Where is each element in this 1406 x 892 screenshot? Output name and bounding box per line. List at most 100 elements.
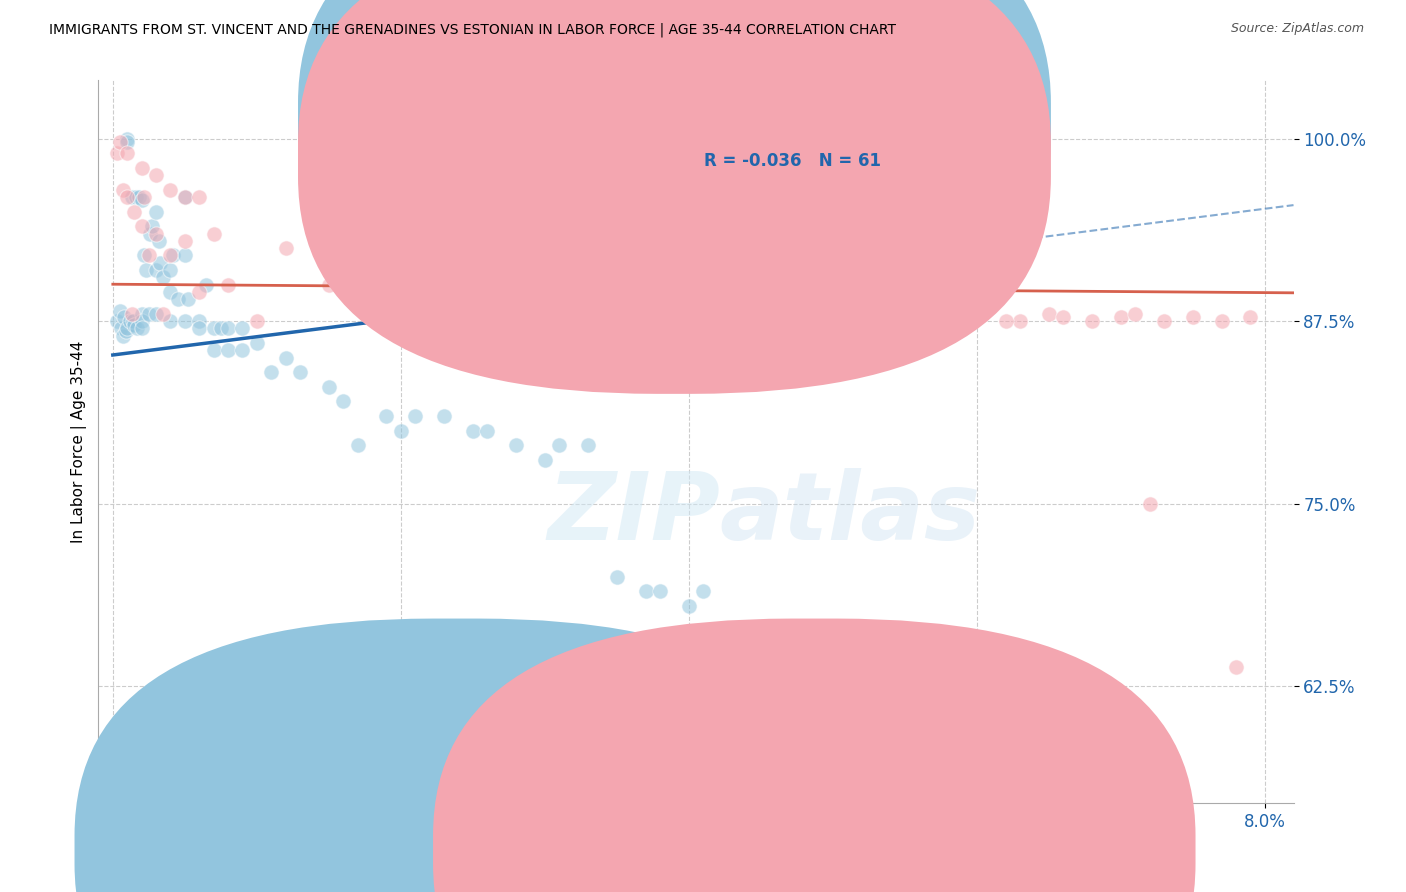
Point: [433, 409, 456, 423]
Point: [128, 190, 150, 204]
Point: [122, 314, 145, 328]
Point: [112, 310, 135, 324]
Point: [124, 204, 146, 219]
Point: [149, 256, 172, 270]
Point: [131, 219, 153, 234]
Point: [173, 190, 195, 204]
Point: [108, 304, 131, 318]
Point: [318, 277, 340, 292]
Point: [851, 314, 873, 328]
Point: [477, 424, 499, 438]
Point: [620, 314, 643, 328]
Point: [159, 183, 181, 197]
Point: [1038, 307, 1060, 321]
Point: [936, 307, 959, 321]
Point: [678, 321, 700, 335]
Point: [749, 310, 772, 324]
Point: [389, 307, 412, 321]
Point: [1081, 314, 1104, 328]
Point: [461, 424, 484, 438]
Point: [202, 343, 225, 358]
Text: Source: ZipAtlas.com: Source: ZipAtlas.com: [1230, 22, 1364, 36]
Point: [188, 321, 211, 335]
Point: [1211, 314, 1233, 328]
Point: [202, 321, 225, 335]
Point: [159, 248, 181, 262]
Point: [274, 241, 297, 255]
Text: Estonians: Estonians: [845, 842, 920, 857]
Point: [105, 146, 128, 161]
Point: [176, 292, 198, 306]
Point: [115, 190, 138, 204]
Point: [135, 263, 157, 277]
Point: [505, 438, 527, 452]
Point: [966, 310, 988, 324]
Point: [110, 321, 132, 335]
Point: [332, 394, 354, 409]
Point: [1239, 310, 1261, 324]
FancyBboxPatch shape: [630, 91, 988, 189]
FancyBboxPatch shape: [433, 618, 1195, 892]
Point: [131, 193, 153, 207]
Point: [145, 307, 167, 321]
Point: [127, 321, 149, 335]
Point: [139, 227, 162, 241]
FancyBboxPatch shape: [298, 0, 1050, 354]
Point: [389, 424, 412, 438]
Point: [121, 190, 143, 204]
Point: [648, 310, 671, 324]
Point: [111, 328, 134, 343]
Point: [922, 314, 945, 328]
Point: [332, 263, 354, 277]
Point: [548, 438, 571, 452]
Point: [763, 314, 786, 328]
Point: [131, 307, 153, 321]
Point: [145, 227, 167, 241]
Point: [865, 314, 887, 328]
Point: [692, 584, 714, 599]
Point: [994, 314, 1017, 328]
Point: [346, 438, 368, 452]
Text: ZIP: ZIP: [547, 467, 720, 560]
Point: [576, 438, 599, 452]
Point: [1008, 314, 1031, 328]
Point: [134, 190, 156, 204]
Point: [159, 285, 181, 299]
Point: [375, 409, 398, 423]
Point: [115, 146, 138, 161]
Point: [138, 248, 160, 262]
Point: [893, 310, 915, 324]
Point: [152, 270, 174, 285]
Point: [404, 409, 426, 423]
Point: [1181, 310, 1204, 324]
Point: [134, 248, 156, 262]
Point: [231, 321, 253, 335]
Point: [152, 307, 174, 321]
Point: [533, 452, 555, 467]
Point: [145, 263, 167, 277]
Point: [217, 343, 239, 358]
Point: [108, 135, 131, 149]
Point: [217, 277, 239, 292]
Point: [138, 307, 160, 321]
Point: [533, 296, 555, 310]
Point: [648, 307, 671, 321]
FancyBboxPatch shape: [75, 618, 837, 892]
Point: [188, 285, 211, 299]
Point: [173, 190, 195, 204]
Point: [195, 277, 218, 292]
Point: [159, 263, 181, 277]
Point: [419, 292, 441, 306]
Point: [562, 307, 585, 321]
Point: [188, 190, 211, 204]
Point: [166, 292, 188, 306]
Point: [1139, 497, 1161, 511]
Point: [1052, 310, 1074, 324]
Text: R =   0.207   N = 72: R = 0.207 N = 72: [704, 112, 886, 130]
Point: [209, 321, 232, 335]
Point: [260, 365, 283, 379]
Point: [148, 234, 170, 248]
Point: [231, 343, 253, 358]
Text: IMMIGRANTS FROM ST. VINCENT AND THE GRENADINES VS ESTONIAN IN LABOR FORCE | AGE : IMMIGRANTS FROM ST. VINCENT AND THE GREN…: [49, 22, 896, 37]
Point: [115, 135, 138, 149]
